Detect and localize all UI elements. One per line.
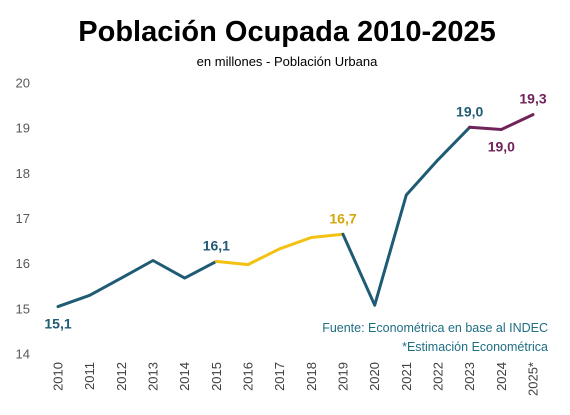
y-tick-label: 16 xyxy=(16,256,30,271)
data-label: 16,1 xyxy=(203,237,230,253)
y-tick-label: 14 xyxy=(16,347,30,362)
y-tick-label: 19 xyxy=(16,121,30,136)
y-tick-label: 18 xyxy=(16,166,30,181)
line-segment-3 xyxy=(341,125,472,307)
data-label: 19,3 xyxy=(519,91,546,107)
x-tick-label: 2022 xyxy=(431,362,446,391)
x-tick-label: 2023 xyxy=(462,362,477,391)
series-lines xyxy=(56,113,535,309)
x-tick-label: 2015 xyxy=(209,362,224,391)
y-tick-label: 17 xyxy=(16,211,30,226)
line-segment-4 xyxy=(468,113,535,131)
chart-title: Población Ocupada 2010-2025 xyxy=(78,16,495,48)
data-label: 15,1 xyxy=(44,316,71,332)
source-note: Fuente: Econométrica en base al INDEC xyxy=(322,321,548,335)
data-label: 19,0 xyxy=(488,139,515,155)
x-tick-label: 2025* xyxy=(526,362,541,396)
x-tick-label: 2021 xyxy=(399,362,414,391)
y-axis: 14 15 16 17 18 19 20 xyxy=(16,76,30,362)
line-segment-1 xyxy=(56,259,218,309)
data-label: 19,0 xyxy=(456,103,483,119)
y-tick-label: 15 xyxy=(16,301,30,316)
x-tick-label: 2024 xyxy=(494,362,509,391)
x-tick-label: 2013 xyxy=(146,362,161,391)
x-axis: 2010 2011 2012 2013 2014 2015 2016 2017 2018 2019… xyxy=(51,362,541,396)
line-segment-2 xyxy=(214,232,345,267)
x-tick-label: 2016 xyxy=(241,362,256,391)
estimate-note: *Estimación Econométrica xyxy=(402,340,548,354)
x-tick-label: 2011 xyxy=(82,362,97,390)
x-tick-label: 2010 xyxy=(51,362,66,391)
x-tick-label: 2017 xyxy=(272,362,287,391)
x-tick-label: 2012 xyxy=(114,362,129,391)
data-labels: 15,1 16,1 16,7 19,0 19,0 19,3 xyxy=(44,91,546,332)
chart-subtitle: en millones - Población Urbana xyxy=(197,54,378,69)
x-tick-label: 2014 xyxy=(177,362,192,391)
x-tick-label: 2020 xyxy=(367,362,382,391)
y-tick-label: 20 xyxy=(16,76,30,91)
data-label: 16,7 xyxy=(329,210,356,226)
x-tick-label: 2019 xyxy=(336,362,351,391)
x-tick-label: 2018 xyxy=(304,362,319,391)
